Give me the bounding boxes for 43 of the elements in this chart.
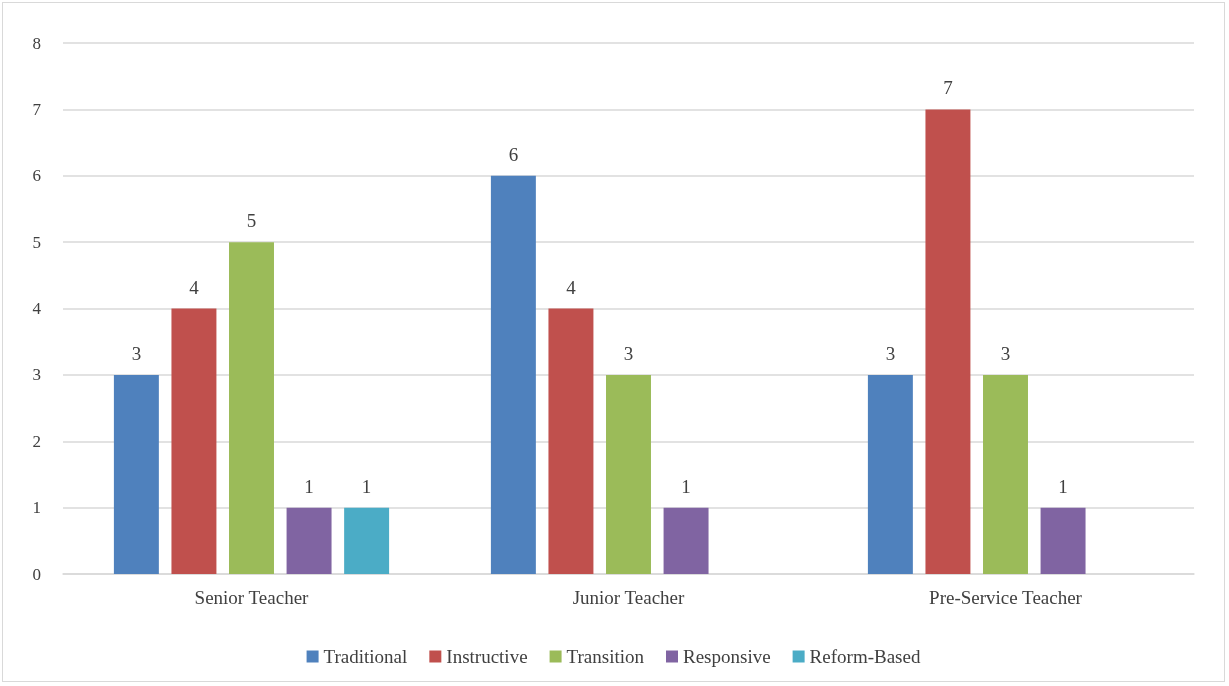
data-label: 4 xyxy=(566,276,577,298)
data-label: 5 xyxy=(246,210,257,232)
data-label: 1 xyxy=(681,475,691,497)
y-tick-label: 7 xyxy=(32,99,42,119)
data-label: 6 xyxy=(508,143,519,165)
bar xyxy=(663,507,709,574)
y-tick-label: 1 xyxy=(32,498,41,518)
y-tick-label: 3 xyxy=(32,365,41,385)
y-tick-label: 2 xyxy=(32,431,41,451)
data-label: 3 xyxy=(1000,342,1011,364)
data-label: 1 xyxy=(1058,475,1068,497)
bar xyxy=(171,308,217,574)
legend-label: Reform-Based xyxy=(809,646,921,667)
bar xyxy=(867,374,913,574)
data-label: 4 xyxy=(189,276,200,298)
x-tick-label: Junior Teacher xyxy=(572,587,686,608)
bar xyxy=(286,507,332,574)
bar xyxy=(983,374,1028,574)
bar xyxy=(1040,507,1086,574)
x-tick-label: Pre-Service Teacher xyxy=(929,587,1083,608)
legend-label: Responsive xyxy=(683,646,771,667)
x-tick-label: Senior Teacher xyxy=(194,587,310,608)
y-tick-label: 4 xyxy=(32,299,42,318)
legend-label: Transition xyxy=(566,646,645,667)
bar xyxy=(113,374,159,574)
data-label: 1 xyxy=(361,475,372,497)
bar xyxy=(490,175,536,574)
legend-label: Traditional xyxy=(323,646,408,667)
y-tick-label: 0 xyxy=(32,564,41,584)
data-label: 7 xyxy=(943,77,953,99)
y-tick-label: 8 xyxy=(32,33,41,53)
y-tick-label: 5 xyxy=(32,232,41,252)
legend-label: Instructive xyxy=(446,646,528,667)
bar xyxy=(606,374,651,574)
data-label: 1 xyxy=(304,475,314,497)
bar xyxy=(548,308,594,574)
y-tick-label: 6 xyxy=(32,166,41,186)
bar xyxy=(344,507,390,574)
bar xyxy=(925,109,971,574)
bar xyxy=(229,242,274,574)
data-label: 3 xyxy=(885,342,896,364)
data-label: 3 xyxy=(131,342,142,364)
data-label: 3 xyxy=(623,342,634,364)
